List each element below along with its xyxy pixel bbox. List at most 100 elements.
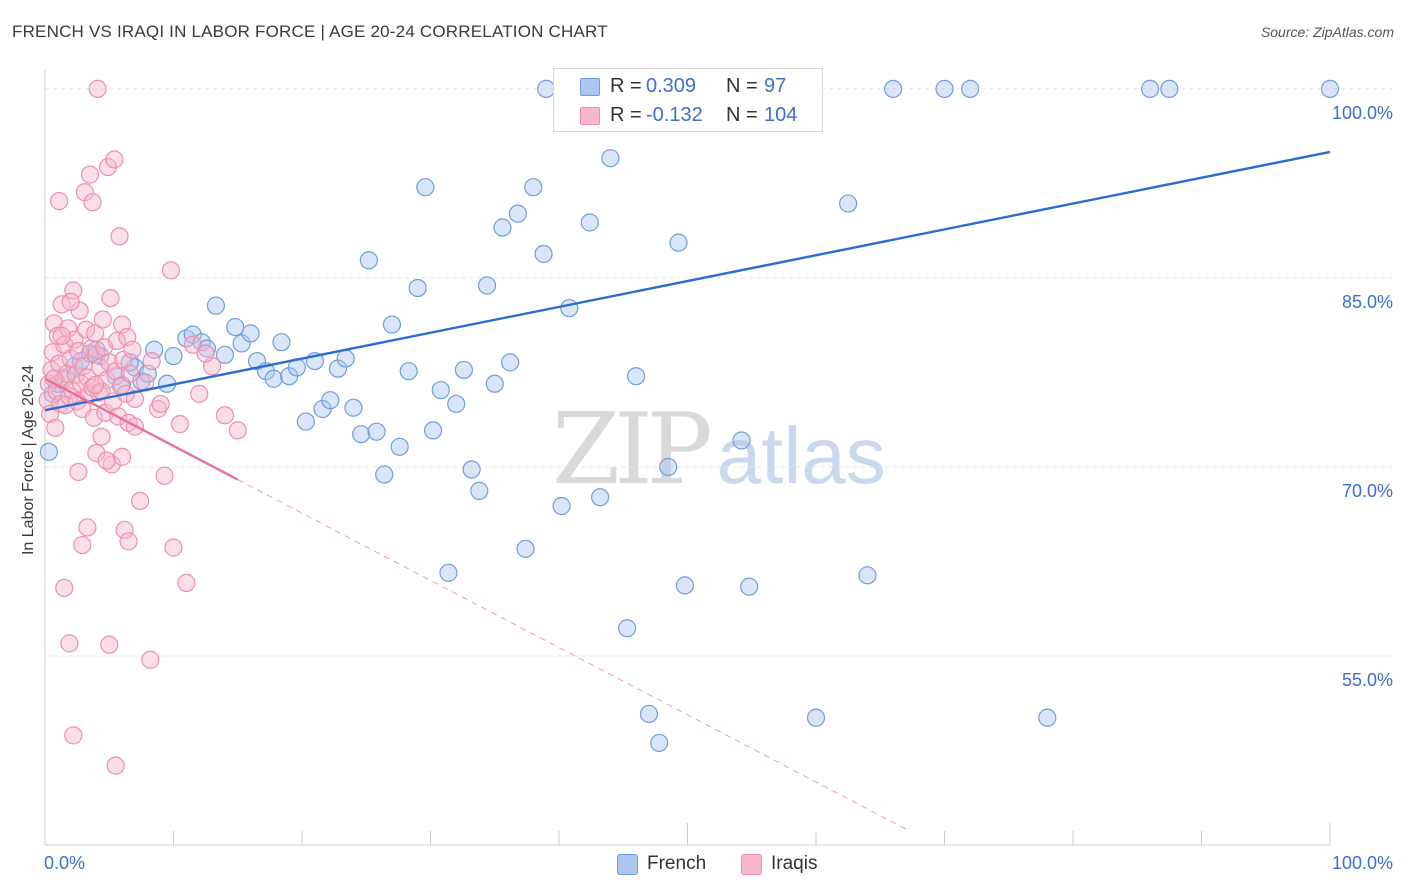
french-point — [439, 563, 458, 582]
french-point — [883, 79, 903, 99]
watermark: ZIP atlas — [552, 400, 886, 499]
french-trend-line — [44, 150, 1331, 412]
french-point — [447, 394, 466, 414]
iraqi-point — [50, 191, 69, 211]
y-tick-label: 85.0% — [1342, 292, 1393, 312]
y-tick-label: 100.0% — [1332, 103, 1393, 123]
french-point — [675, 576, 695, 595]
french-point — [206, 296, 226, 315]
iraqi-point — [100, 635, 119, 654]
iraqi-point — [64, 281, 83, 300]
iraqi-point — [120, 364, 139, 383]
iraqi-point — [215, 406, 234, 425]
french-point — [1140, 79, 1160, 99]
axes — [44, 70, 1331, 846]
french-point — [272, 333, 291, 352]
french-point — [336, 349, 355, 368]
iraqi-point — [101, 288, 120, 308]
french-point — [247, 351, 267, 371]
legend-swatch-iraqis — [580, 107, 600, 125]
french-point — [534, 244, 553, 264]
french-point — [806, 708, 826, 727]
iraqi-point — [59, 319, 78, 338]
iraqi-point — [83, 193, 102, 212]
french-point — [382, 315, 402, 334]
iraqi-point — [77, 320, 96, 339]
legend-swatch-french — [617, 854, 638, 875]
french-point — [241, 324, 260, 343]
iraqi-point — [84, 408, 103, 427]
tick-labels: 55.0% 70.0% 85.0% 100.0% 0.0% 100.0% — [44, 103, 1393, 873]
french-point — [961, 79, 980, 99]
french-point — [39, 442, 58, 461]
iraqi-point — [151, 394, 170, 414]
french-point — [516, 539, 535, 558]
y-tick-label: 55.0% — [1342, 670, 1393, 690]
french-point — [359, 251, 378, 270]
french-point — [935, 79, 954, 99]
french-point — [296, 412, 315, 431]
legend-r-value: -0.132 — [646, 104, 703, 126]
legend-n-value: 104 — [764, 104, 798, 126]
french-point — [164, 346, 183, 366]
french-point — [1038, 708, 1057, 727]
french-point — [226, 317, 245, 337]
iraqi-point — [87, 443, 106, 463]
french-point — [352, 425, 371, 444]
iraqi-point — [60, 634, 79, 653]
french-point — [552, 496, 571, 516]
source-label: Source: ZipAtlas.com — [1260, 24, 1394, 40]
data-points — [38, 79, 1340, 775]
iraqi-point — [164, 538, 183, 557]
french-point — [560, 299, 579, 318]
french-point — [399, 362, 418, 381]
french-point — [493, 218, 512, 237]
french-point — [375, 465, 394, 484]
y-tick-label: 70.0% — [1342, 481, 1393, 501]
french-point — [501, 353, 520, 372]
french-point — [462, 460, 481, 479]
series-legend: French Iraqis — [0, 852, 1406, 878]
iraqi-point — [183, 335, 202, 354]
iraqi-point — [64, 726, 83, 745]
french-point — [650, 733, 669, 753]
french-point — [508, 204, 527, 223]
iraqi-point — [141, 650, 160, 669]
iraqi-point — [93, 310, 112, 329]
iraqi-point — [55, 578, 74, 598]
legend-r-value: 0.309 — [646, 75, 697, 97]
french-point — [839, 194, 858, 213]
french-point — [732, 431, 751, 450]
french-point — [470, 481, 489, 500]
legend-label-iraqis: Iraqis — [771, 853, 818, 874]
french-point — [145, 340, 164, 359]
french-point — [328, 359, 348, 378]
french-point — [454, 360, 474, 380]
iraqi-point — [52, 326, 71, 345]
french-point — [416, 178, 435, 197]
legend-n-label: N = — [726, 75, 758, 97]
iraqi-point — [110, 227, 129, 246]
iraqi-point — [130, 491, 150, 511]
french-point — [232, 334, 251, 353]
french-point — [431, 380, 450, 400]
iraqi-point — [161, 261, 181, 280]
chart-title: FRENCH VS IRAQI IN LABOR FORCE | AGE 20-… — [12, 22, 608, 41]
french-point — [423, 421, 443, 440]
x-tick-label: 100.0% — [1332, 853, 1393, 873]
legend-swatch-french — [580, 78, 600, 96]
iraqi-point — [88, 79, 107, 99]
watermark-zip: ZIP — [552, 393, 713, 507]
iraqi-point — [75, 183, 94, 202]
french-point — [408, 278, 427, 298]
iraqi-point — [46, 418, 65, 437]
french-point — [580, 213, 599, 232]
french-point — [626, 367, 646, 386]
iraqi-point — [86, 375, 105, 395]
iraqi-point — [86, 324, 105, 343]
french-point — [321, 391, 340, 410]
french-point — [659, 457, 678, 477]
french-point — [591, 488, 610, 507]
french-point — [485, 374, 504, 393]
